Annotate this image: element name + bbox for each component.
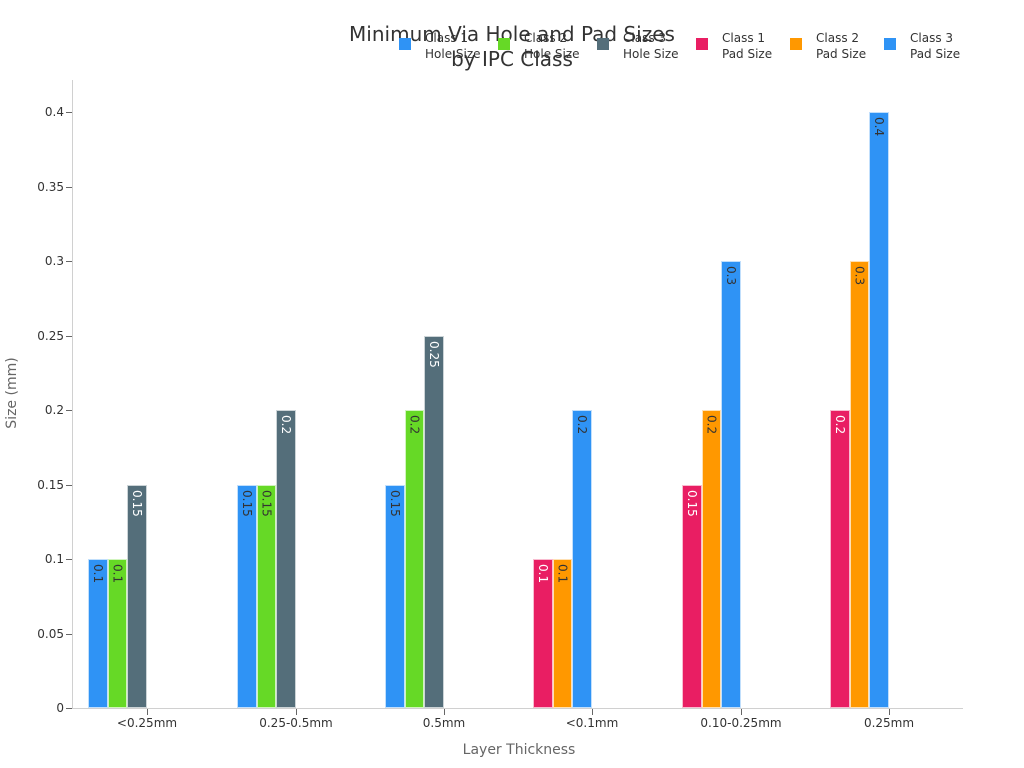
- x-axis-label: Layer Thickness: [462, 742, 576, 758]
- y-tick-label: 0.25: [37, 328, 64, 343]
- y-axis-label: Size (mm): [4, 357, 20, 429]
- bar[interactable]: 0.15: [682, 484, 702, 708]
- bar-value-label: 0.1: [90, 564, 105, 584]
- x-tick-mark: [592, 709, 593, 715]
- bar[interactable]: 0.4: [869, 112, 889, 708]
- y-tick-mark: [66, 335, 72, 337]
- bar[interactable]: 0.15: [127, 484, 147, 708]
- bar-value-label: 0.1: [555, 564, 570, 584]
- legend-swatch-icon: [884, 38, 896, 50]
- bar-value-label: 0.3: [723, 266, 738, 286]
- legend-swatch-icon: [790, 38, 802, 50]
- y-tick-label: 0.15: [37, 477, 64, 492]
- legend-label: Class 1 Hole Size: [425, 31, 481, 61]
- bar[interactable]: 0.2: [404, 410, 424, 708]
- y-tick-mark: [66, 410, 72, 411]
- x-tick-label: 0.5mm: [422, 716, 466, 730]
- x-tick-label: <0.25mm: [116, 716, 178, 730]
- y-tick-label: 0.3: [44, 254, 64, 268]
- bar[interactable]: 0.2: [701, 410, 721, 708]
- bar-value-label: 0.1: [535, 564, 550, 584]
- x-tick-label: <0.1mm: [565, 716, 619, 730]
- x-tick-label: 0.10-0.25mm: [700, 716, 782, 730]
- y-tick-label: 0.1: [44, 552, 64, 566]
- y-axis-line: [72, 80, 73, 709]
- x-tick-label: 0.25mm: [863, 716, 915, 730]
- chart-title-line-2: by IPC Class: [451, 47, 573, 71]
- y-tick-mark: [66, 186, 72, 188]
- y-tick-mark: [66, 261, 72, 262]
- bar-value-label: 0.2: [574, 415, 589, 435]
- bar-value-label: 0.15: [259, 489, 274, 517]
- legend-swatch-icon: [696, 38, 708, 50]
- bar[interactable]: 0.3: [721, 261, 741, 708]
- bar-value-label: 0.15: [239, 489, 254, 517]
- y-tick-mark: [66, 112, 72, 113]
- bar[interactable]: 0.15: [237, 484, 257, 708]
- bar[interactable]: 0.1: [107, 559, 127, 708]
- bar-value-label: 0.2: [407, 415, 422, 435]
- bar-value-label: 0.2: [832, 415, 847, 435]
- y-tick-mark: [66, 633, 72, 635]
- y-tick-label: 0.05: [37, 626, 64, 641]
- bar[interactable]: 0.15: [256, 484, 276, 708]
- legend-swatch-icon: [597, 38, 609, 50]
- legend-label: Class 2 Hole Size: [524, 31, 580, 61]
- bar[interactable]: 0.15: [385, 484, 405, 708]
- legend-label: Class 3 Pad Size: [910, 31, 961, 61]
- legend-swatch-icon: [498, 38, 510, 50]
- bar-value-label: 0.3: [852, 266, 867, 286]
- bar[interactable]: 0.1: [533, 559, 553, 708]
- y-tick-mark: [66, 484, 72, 486]
- x-tick-label: 0.25-0.5mm: [259, 716, 333, 730]
- y-tick-label: 0: [56, 701, 64, 715]
- legend-label: Class 3 Hole Size: [623, 31, 679, 61]
- x-tick-mark: [444, 709, 445, 715]
- bar-value-label: 0.1: [110, 564, 125, 584]
- bar[interactable]: 0.2: [572, 410, 592, 708]
- y-tick-label: 0.4: [44, 105, 64, 119]
- bar-value-label: 0.25: [426, 340, 441, 368]
- y-tick-mark: [66, 708, 72, 709]
- legend-swatch-icon: [399, 38, 411, 50]
- legend-label: Class 1 Pad Size: [722, 31, 773, 61]
- bar[interactable]: 0.2: [830, 410, 850, 708]
- bar[interactable]: 0.3: [849, 261, 869, 708]
- x-tick-mark: [147, 709, 148, 715]
- chart-title-line-1: Minimum Via Hole and Pad Sizes: [349, 22, 675, 46]
- x-tick-mark: [889, 709, 890, 715]
- bar-value-label: 0.15: [684, 489, 699, 517]
- x-axis-line: [72, 708, 963, 709]
- x-tick-mark: [741, 709, 742, 715]
- bar-value-label: 0.15: [129, 489, 144, 517]
- bar[interactable]: 0.25: [424, 335, 444, 708]
- x-tick-mark: [296, 709, 297, 715]
- bar[interactable]: 0.2: [276, 410, 296, 708]
- bar-value-label: 0.4: [871, 117, 886, 137]
- y-tick-mark: [66, 559, 72, 560]
- y-tick-label: 0.35: [37, 179, 64, 194]
- legend-label: Class 2 Pad Size: [816, 31, 867, 61]
- bar[interactable]: 0.1: [552, 559, 572, 708]
- bar[interactable]: 0.1: [88, 559, 108, 708]
- y-tick-label: 0.2: [44, 403, 64, 417]
- bar-value-label: 0.2: [704, 415, 719, 435]
- bar-value-label: 0.2: [278, 415, 293, 435]
- bar-value-label: 0.15: [387, 489, 402, 517]
